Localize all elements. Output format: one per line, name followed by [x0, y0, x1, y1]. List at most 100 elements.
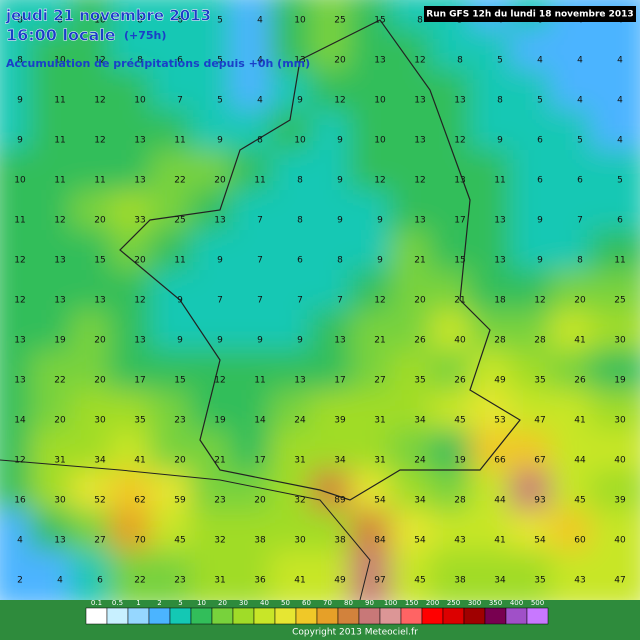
precip-value: 9	[377, 216, 383, 226]
precip-value: 4	[617, 136, 623, 146]
legend-swatch	[505, 607, 528, 625]
precip-value: 34	[414, 496, 426, 506]
precip-value: 12	[414, 176, 425, 186]
precip-value: 6	[177, 16, 183, 26]
precip-value: 11	[174, 256, 185, 266]
precip-value: 31	[374, 456, 385, 466]
legend-swatch	[484, 607, 507, 625]
precip-field	[0, 0, 640, 610]
legend-label: 70	[323, 599, 332, 607]
precip-value: 5	[217, 96, 223, 106]
precip-value: 5	[537, 96, 543, 106]
precip-value: 14	[14, 416, 26, 426]
precip-value: 20	[94, 336, 106, 346]
precip-value: 9	[257, 336, 263, 346]
precip-value: 21	[374, 336, 385, 346]
legend-label: 0.5	[112, 599, 123, 607]
precip-value: 13	[414, 136, 425, 146]
precip-value: 66	[494, 456, 506, 466]
precip-value: 6	[177, 56, 183, 66]
precip-value: 38	[454, 576, 466, 586]
precip-value: 41	[134, 456, 145, 466]
precip-value: 4	[57, 576, 63, 586]
legend-swatch	[253, 607, 276, 625]
precip-value: 21	[454, 296, 465, 306]
legend-label: 100	[384, 599, 397, 607]
precip-value: 10	[54, 56, 66, 66]
precip-value: 7	[257, 216, 263, 226]
precip-value: 23	[174, 576, 185, 586]
precip-value: 24	[294, 416, 306, 426]
precip-value: 8	[337, 256, 343, 266]
precip-value: 45	[574, 496, 585, 506]
precip-value: 8	[497, 96, 503, 106]
precip-value: 13	[214, 216, 225, 226]
precip-value: 11	[14, 216, 25, 226]
legend: 0.1 0.5 1 2 5 10 20 30 40 50 60 70 80 90 100 150 200 250 3…	[0, 599, 640, 640]
precip-value: 8	[137, 16, 143, 26]
precip-value: 25	[614, 296, 625, 306]
precip-value: 20	[94, 216, 106, 226]
precip-value: 12	[374, 296, 385, 306]
precip-value: 4	[537, 56, 543, 66]
precip-value: 22	[54, 376, 65, 386]
precip-value: 15	[174, 376, 185, 386]
precip-value: 9	[377, 256, 383, 266]
legend-swatch	[148, 607, 171, 625]
precip-value: 15	[94, 256, 105, 266]
precip-value: 8	[417, 16, 423, 26]
precip-value: 10	[94, 16, 106, 26]
precip-value: 35	[534, 576, 545, 586]
precip-value: 62	[134, 496, 145, 506]
precip-value: 17	[134, 376, 145, 386]
precip-value: 16	[14, 496, 26, 506]
precip-value: 20	[94, 376, 106, 386]
precip-value: 9	[537, 256, 543, 266]
legend-label: 300	[468, 599, 481, 607]
precip-value: 6	[577, 176, 583, 186]
precip-value: 67	[534, 456, 545, 466]
precip-value: 20	[134, 256, 146, 266]
precip-value: 36	[254, 576, 266, 586]
legend-swatch	[190, 607, 213, 625]
precip-value: 13	[94, 296, 105, 306]
precip-value: 11	[254, 176, 265, 186]
country-border	[119, 19, 521, 501]
precip-value: 35	[414, 376, 425, 386]
precip-value: 47	[534, 416, 545, 426]
date: jeudi 21 novembre 2013	[5, 7, 211, 25]
precip-value: 13	[14, 376, 25, 386]
precip-value: 34	[494, 576, 506, 586]
precip-value: 5	[577, 136, 583, 146]
precip-value: 4	[17, 536, 23, 546]
legend-label: 200	[426, 599, 439, 607]
legend-label: 500	[531, 599, 544, 607]
precip-value: 8	[297, 176, 303, 186]
precip-value: 40	[454, 336, 466, 346]
precip-value: 41	[294, 576, 305, 586]
precip-value: 12	[14, 456, 25, 466]
precip-value: 12	[534, 296, 545, 306]
precip-value: 60	[574, 536, 586, 546]
precip-value: 10	[14, 176, 26, 186]
precip-value: 28	[534, 336, 546, 346]
precip-value: 12	[454, 136, 465, 146]
legend-label: 2	[157, 599, 161, 607]
precip-value: 21	[214, 456, 225, 466]
precip-value: 9	[337, 176, 343, 186]
precip-value: 20	[174, 456, 186, 466]
precip-value: 13	[14, 336, 25, 346]
legend-label: 250	[447, 599, 460, 607]
precip-value: 6	[617, 216, 623, 226]
precip-value: 7	[337, 296, 343, 306]
precip-value: 7	[257, 256, 263, 266]
precip-value: 11	[614, 256, 625, 266]
legend-label: 20	[218, 599, 227, 607]
precip-value: 20	[214, 176, 226, 186]
legend-label: 150	[405, 599, 418, 607]
precip-value: 11	[494, 176, 505, 186]
precip-value: 10	[374, 136, 386, 146]
precip-value: 35	[534, 376, 545, 386]
precip-value: 25	[174, 216, 185, 226]
precip-value: 34	[414, 416, 426, 426]
